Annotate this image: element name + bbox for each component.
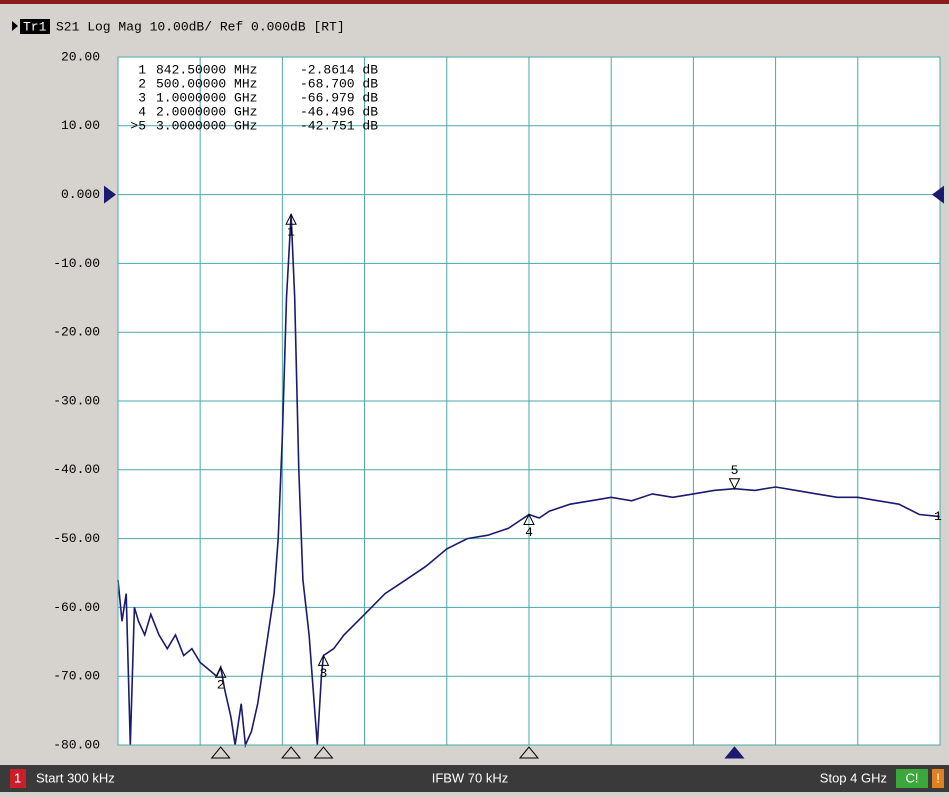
y-tick-label: -10.00	[53, 256, 100, 271]
marker-symbol	[285, 213, 297, 225]
marker-response: -42.751 dB	[300, 118, 378, 133]
marker-label: 4	[525, 525, 533, 540]
channel-badge	[10, 769, 26, 788]
y-tick-label: -50.00	[53, 531, 100, 546]
trace-badge	[20, 19, 50, 34]
marker-stimulus: 500.00000 MHz	[156, 76, 257, 91]
marker-bottom-symbol	[313, 746, 334, 759]
marker-bottom-symbol	[518, 746, 540, 759]
plot-frame	[117, 56, 941, 746]
marker-label: 2	[217, 678, 225, 693]
y-tick-label: 0.000	[61, 187, 100, 202]
header-text: S21 Log Mag 10.00dB/ Ref 0.000dB [RT]	[56, 19, 345, 34]
marker-id: 4	[138, 104, 146, 119]
marker-id: 3	[138, 90, 146, 105]
trace-line	[117, 214, 941, 749]
cal-badge	[896, 769, 928, 788]
status-bar	[0, 765, 949, 792]
marker-stimulus: 3.0000000 GHz	[156, 118, 257, 133]
marker-stimulus: 2.0000000 GHz	[156, 104, 257, 119]
marker-response: -2.8614 dB	[300, 62, 378, 77]
marker-response: -68.700 dB	[300, 76, 378, 91]
y-tick-label: -20.00	[53, 325, 100, 340]
ifbw: IFBW 70 kHz	[432, 770, 509, 785]
marker-symbol	[728, 478, 741, 490]
marker-label: 1	[287, 225, 295, 240]
stop-frequency: Stop 4 GHz	[820, 770, 887, 785]
marker-label: 3	[320, 666, 328, 681]
y-tick-label: 20.00	[61, 49, 100, 64]
y-tick-label: -80.00	[53, 737, 100, 752]
marker-label: 5	[731, 463, 739, 478]
y-tick-label: -30.00	[53, 393, 100, 408]
marker-bottom-symbol	[724, 746, 745, 759]
cal-status: C!	[906, 770, 919, 785]
ref-arrow-left	[104, 185, 116, 204]
marker-bottom-symbol	[281, 746, 302, 759]
ref-arrow-right	[932, 185, 944, 204]
start-frequency: Start 300 kHz	[36, 770, 115, 785]
trace-end-label: 1	[934, 509, 942, 524]
y-tick-label: -60.00	[53, 600, 100, 615]
marker-id: >5	[130, 118, 146, 133]
trace-arrow	[12, 21, 18, 31]
marker-symbol	[214, 666, 227, 678]
marker-symbol	[317, 654, 330, 666]
warning-badge	[932, 769, 944, 788]
warning: !	[936, 770, 940, 785]
marker-symbol	[523, 513, 535, 525]
channel-number: 1	[14, 770, 21, 785]
marker-stimulus: 842.50000 MHz	[156, 62, 257, 77]
top-border	[0, 0, 949, 4]
marker-bottom-symbol	[210, 746, 231, 759]
marker-stimulus: 1.0000000 GHz	[156, 90, 257, 105]
y-tick-label: 10.00	[61, 118, 100, 133]
marker-response: -46.496 dB	[300, 104, 378, 119]
y-tick-label: -70.00	[53, 669, 100, 684]
marker-response: -66.979 dB	[300, 90, 378, 105]
marker-id: 2	[138, 76, 146, 91]
trace-id: Tr1	[23, 19, 47, 34]
marker-id: 1	[138, 62, 146, 77]
y-tick-label: -40.00	[53, 462, 100, 477]
